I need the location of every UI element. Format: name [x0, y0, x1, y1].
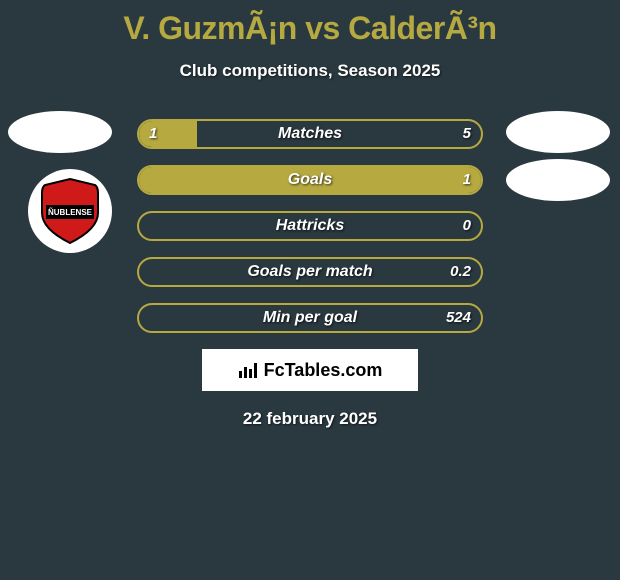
stat-label: Matches — [139, 121, 481, 147]
stat-value-right: 0 — [463, 213, 471, 239]
page-title: V. GuzmÃ¡n vs CalderÃ³n — [0, 0, 620, 47]
stat-label: Hattricks — [139, 213, 481, 239]
stat-row-min-per-goal: Min per goal 524 — [137, 303, 483, 333]
bars-icon — [238, 361, 260, 379]
stat-row-goals: Goals 1 — [137, 165, 483, 195]
player-avatar-right — [506, 111, 610, 153]
stat-label: Goals — [139, 167, 481, 193]
stat-row-matches: 1 Matches 5 — [137, 119, 483, 149]
stat-value-right: 5 — [463, 121, 471, 147]
stat-value-right: 524 — [446, 305, 471, 331]
footer-date: 22 february 2025 — [0, 409, 620, 429]
stat-label: Min per goal — [139, 305, 481, 331]
club-badge-right — [506, 159, 610, 201]
comparison-panel: ÑUBLENSE 1 Matches 5 Goals 1 Hattricks 0… — [0, 119, 620, 429]
club-badge-label: ÑUBLENSE — [48, 208, 93, 217]
shield-icon: ÑUBLENSE — [40, 177, 100, 245]
player-avatar-left — [8, 111, 112, 153]
brand-logo: FcTables.com — [238, 360, 383, 381]
stats-bars: 1 Matches 5 Goals 1 Hattricks 0 Goals pe… — [137, 119, 483, 333]
brand-text: FcTables.com — [264, 360, 383, 381]
club-badge-left: ÑUBLENSE — [28, 169, 112, 253]
stat-value-right: 1 — [463, 167, 471, 193]
stat-row-goals-per-match: Goals per match 0.2 — [137, 257, 483, 287]
stat-row-hattricks: Hattricks 0 — [137, 211, 483, 241]
stat-value-right: 0.2 — [450, 259, 471, 285]
stat-label: Goals per match — [139, 259, 481, 285]
brand-box[interactable]: FcTables.com — [202, 349, 418, 391]
subtitle: Club competitions, Season 2025 — [0, 61, 620, 81]
